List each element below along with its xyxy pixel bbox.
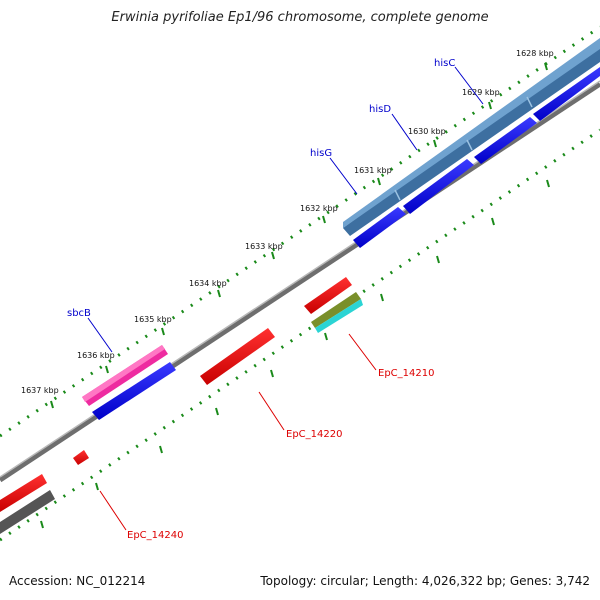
major-tick [217,289,221,298]
major-tick [491,217,495,226]
major-tick [433,139,437,148]
gene-arrow-sbcB-forward [92,362,176,420]
gene-label-leaders [87,66,484,531]
gene-arrow-left-red [0,474,47,512]
ruler-label: 1629 kbp [462,88,500,97]
gene-EpC_14240-shape[interactable] [73,450,89,465]
major-tick [95,482,99,491]
map-title: Erwinia pyrifoliae Ep1/96 chromosome, co… [111,10,489,25]
major-tick [159,445,163,454]
major-tick [488,101,492,110]
gene-label-hisD: hisD [369,104,391,115]
major-tick [50,400,54,409]
ruler-label: 1635 kbp [134,315,172,324]
gene-label-EpC_14240: EpC_14240 [127,530,183,541]
gene-arrow-hisD [403,159,474,214]
leader-EpC_14210 [348,333,377,371]
major-tick [322,215,326,224]
ruler-label: 1632 kbp [300,204,338,213]
leader-hisC [454,66,484,105]
major-tick [215,407,219,416]
left-edge-genes[interactable] [0,474,55,534]
leader-hisD [391,113,418,151]
inner-tick-track [0,128,600,542]
major-tick [40,520,44,529]
major-tick [271,251,275,260]
gene-label-EpC_14220: EpC_14220 [286,429,342,440]
leader-EpC_14240 [99,490,127,531]
gene-arrow-olive [311,292,361,328]
leader-hisG [329,157,358,195]
major-tick [546,179,550,188]
accession-text: Accession: NC_012214 [9,574,146,588]
major-tick [105,365,109,374]
ruler-label: 1628 kbp [516,49,554,58]
his-operon-bar[interactable] [343,38,600,236]
major-tick [377,177,381,186]
gene-EpC_14220-shape[interactable] [200,328,275,385]
major-tick [324,332,328,341]
ruler-label: 1630 kbp [408,127,446,136]
genome-summary-text: Topology: circular; Length: 4,026,322 bp… [260,574,590,588]
major-tick [544,62,548,71]
sbcB-features[interactable] [82,345,176,420]
gene-arrow-hisG [353,207,406,248]
major-tick [436,255,440,264]
inner-major-ticks [40,179,550,529]
gene-label-sbcB: sbcB [67,308,91,319]
his-forward-genes[interactable] [353,67,600,248]
major-tick [161,327,165,336]
ruler-label: 1637 kbp [21,386,59,395]
inner-tick-dots [0,128,600,542]
gene-label-hisG: hisG [310,148,332,159]
outer-tick-track [0,25,600,438]
backbone-line [0,81,600,483]
ruler-label: 1633 kbp [245,242,283,251]
outer-major-ticks [50,62,548,409]
ruler-label: 1631 kbp [354,166,392,175]
outer-tick-dots [0,25,600,438]
gene-arrow-next [533,67,600,121]
ruler-labels: 1628 kbp 1629 kbp 1630 kbp 1631 kbp 1632… [21,49,554,395]
gene-labels: hisC hisD hisG sbcB EpC_14210 EpC_14220 … [67,58,455,541]
gene-arrow-EpC_14210 [315,299,363,333]
gene-arrow-red-small [304,277,352,314]
gene-arrow-EpC_14240 [73,450,89,465]
gene-EpC_14210-shapes[interactable] [304,277,363,333]
ruler-label: 1634 kbp [189,279,227,288]
gene-label-hisC: hisC [434,58,455,69]
gene-arrow-left-grey [0,490,55,534]
gene-arrow-hisC [474,117,537,164]
ruler-label: 1636 kbp [77,351,115,360]
gene-arrow-EpC_14220 [200,328,275,385]
major-tick [270,369,274,378]
leader-sbcB [87,317,113,353]
gene-label-EpC_14210: EpC_14210 [378,368,434,379]
leader-EpC_14220 [258,391,285,431]
major-tick [380,293,384,302]
